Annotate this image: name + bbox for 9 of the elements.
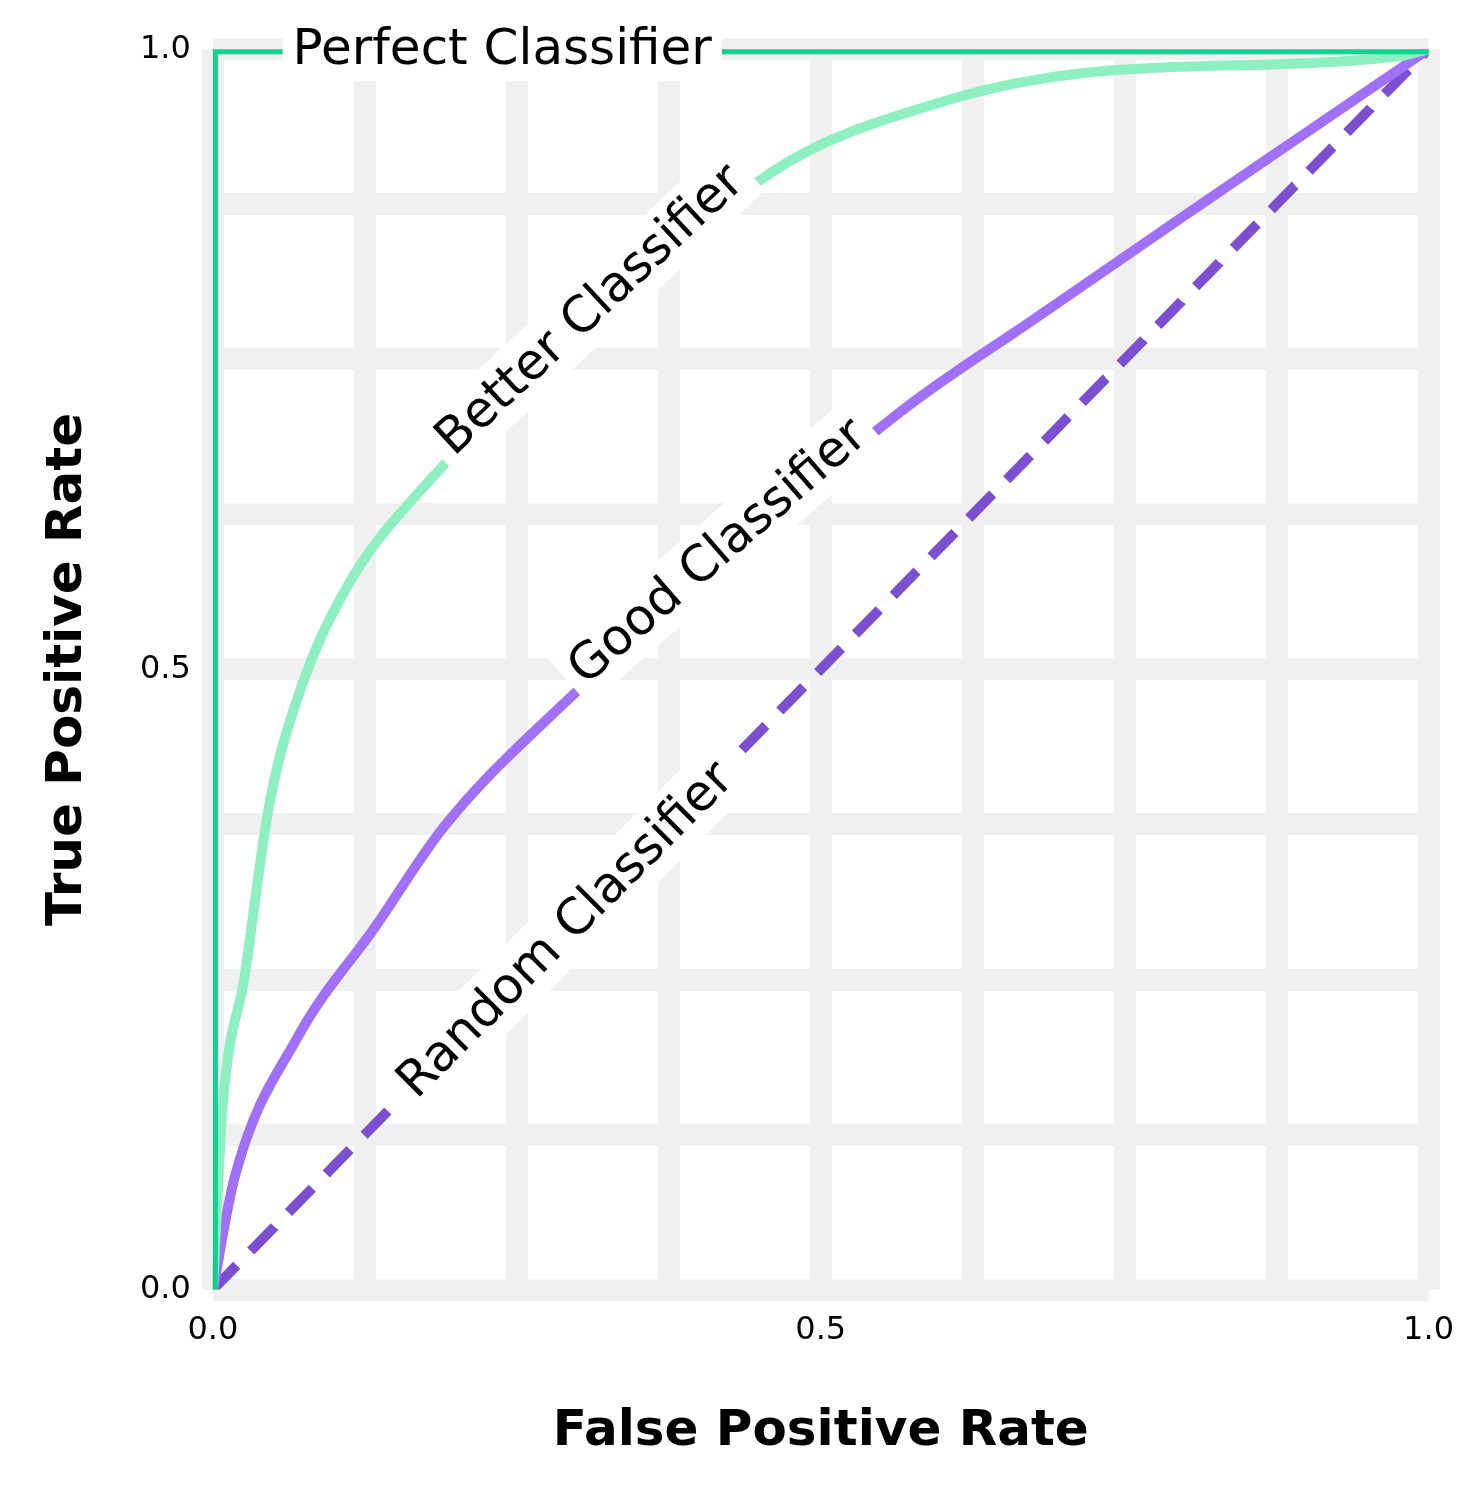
y-tick-label: 0.0 [140, 1267, 191, 1306]
x-tick-label: 0.0 [187, 1309, 239, 1348]
y-tick-label: 0.5 [140, 647, 191, 686]
annotation: Perfect Classifier [292, 18, 713, 77]
x-axis-title: False Positive Rate [552, 1398, 1089, 1457]
y-tick-label: 1.0 [140, 27, 191, 66]
y-axis-title: True Positive Rate [34, 412, 93, 926]
x-tick-label: 0.5 [795, 1309, 847, 1348]
x-tick-label: 1.0 [1403, 1309, 1454, 1348]
